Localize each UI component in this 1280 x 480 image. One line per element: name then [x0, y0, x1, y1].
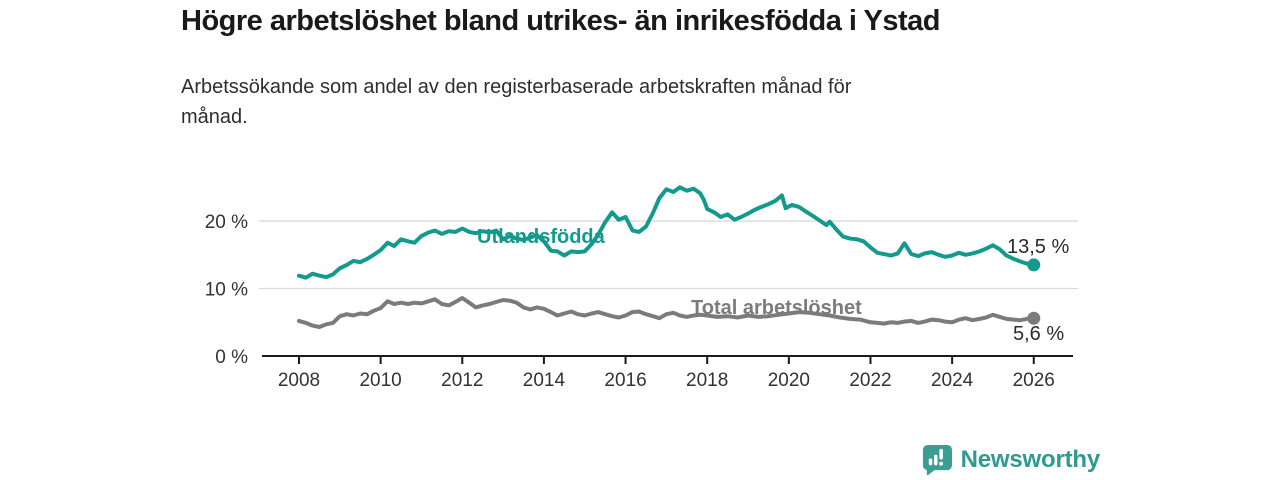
y-tick-label: 0 % — [215, 347, 248, 368]
x-tick-label: 2010 — [359, 370, 401, 391]
page-subtitle: Arbetssökande som andel av den registerb… — [181, 72, 851, 132]
series-line-utlandsfodda — [297, 185, 1036, 280]
series-label-total: Total arbetslöshet — [691, 297, 862, 319]
subtitle-line-2: månad. — [181, 106, 248, 128]
x-tick-label: 2020 — [768, 370, 810, 391]
page-title: Högre arbetslöshet bland utrikes- än inr… — [181, 5, 941, 37]
x-tick-label: 2026 — [1013, 370, 1055, 391]
end-value-label-total: 5,6 % — [1013, 323, 1064, 345]
newsworthy-brand[interactable]: Newsworthy — [921, 444, 1100, 475]
series-label-utlandsfodda: Utlandsfödda — [477, 226, 606, 248]
x-tick-label: 2008 — [278, 370, 320, 391]
y-tick-label: 10 % — [205, 280, 248, 301]
x-tick-label: 2022 — [849, 370, 891, 391]
series-end-dot-utlandsfodda — [1027, 258, 1041, 272]
subtitle-line-1: Arbetssökande som andel av den registerb… — [181, 76, 852, 98]
x-tick-label: 2024 — [931, 370, 974, 391]
newsworthy-brand-text: Newsworthy — [960, 445, 1101, 473]
x-tick-label: 2018 — [686, 370, 728, 391]
series-end-dot-total — [1027, 311, 1041, 325]
x-tick-label: 2014 — [523, 370, 566, 391]
series-line-total — [297, 296, 1036, 329]
x-tick-label: 2012 — [441, 370, 483, 391]
end-value-label-utlandsfodda: 13,5 % — [1007, 236, 1069, 258]
x-tick-label: 2016 — [604, 370, 646, 391]
newsworthy-logo-icon — [922, 444, 952, 475]
y-tick-label: 20 % — [205, 212, 248, 233]
